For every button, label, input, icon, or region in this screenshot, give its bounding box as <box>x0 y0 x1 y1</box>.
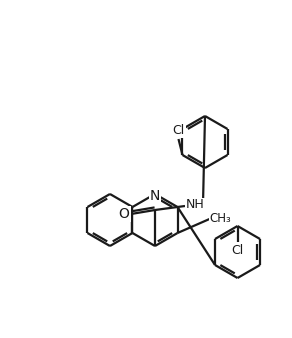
Text: Cl: Cl <box>231 244 244 258</box>
Text: Cl: Cl <box>172 123 185 137</box>
Text: NH: NH <box>186 198 204 212</box>
Text: CH₃: CH₃ <box>210 213 231 225</box>
Text: O: O <box>119 207 129 221</box>
Text: N: N <box>150 189 160 203</box>
